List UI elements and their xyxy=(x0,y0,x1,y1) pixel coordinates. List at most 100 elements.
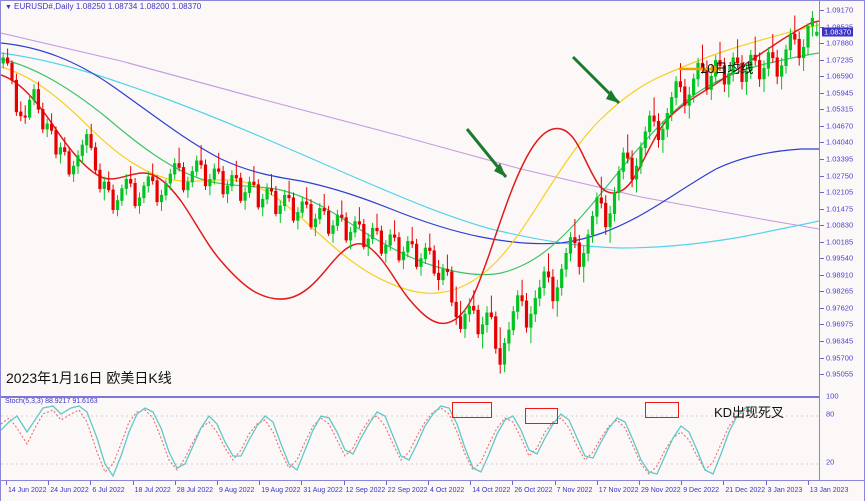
time-tick-label: 13 Jan 2023 xyxy=(809,487,849,494)
candle-body xyxy=(49,123,54,131)
ma10-annotation-label: 10日均线 xyxy=(700,61,754,76)
candle-body xyxy=(595,197,599,217)
highlight-box-1 xyxy=(452,402,492,418)
stochastic-indicator-pane[interactable] xyxy=(1,396,819,480)
candle-body xyxy=(573,237,577,244)
time-tick-label: 17 Nov 2022 xyxy=(598,487,639,494)
candle-body xyxy=(309,204,313,228)
price-tick-mark xyxy=(820,109,824,111)
price-tick-label: 0.95055 xyxy=(826,369,854,379)
candle-body xyxy=(45,123,49,130)
price-tick-label: 1.07235 xyxy=(826,55,854,65)
time-tick-label: 6 Jul 2022 xyxy=(92,487,125,494)
time-tick-mark xyxy=(554,481,556,485)
price-tick-label: 1.02750 xyxy=(826,171,854,180)
candle-body xyxy=(98,169,102,189)
candle-body xyxy=(590,216,595,236)
candle-body xyxy=(287,194,291,199)
candle-body xyxy=(507,329,511,344)
candle-body xyxy=(656,120,661,140)
price-tick-label: 1.02105 xyxy=(826,187,854,197)
time-tick-mark xyxy=(470,481,472,485)
candle-body xyxy=(296,212,300,221)
candle-body xyxy=(164,183,168,196)
candle-body xyxy=(168,173,172,184)
candle-body xyxy=(173,163,177,175)
price-tick-label: 1.01475 xyxy=(826,204,854,214)
price-chart-pane[interactable] xyxy=(1,1,819,394)
candle-body xyxy=(239,177,243,201)
price-tick-label: 0.98265 xyxy=(826,286,854,296)
candle-body xyxy=(67,151,71,175)
candle-body xyxy=(740,62,744,82)
ma-blue-line xyxy=(1,42,819,245)
candle-body xyxy=(498,348,502,365)
time-tick-mark xyxy=(90,481,92,485)
candle-body xyxy=(19,111,23,117)
kd-annotation-label: KD出现死叉 xyxy=(714,405,785,420)
candle-body xyxy=(555,287,559,302)
time-tick-mark xyxy=(723,481,725,485)
price-tick-label: 0.95700 xyxy=(826,353,854,363)
candle-body xyxy=(85,134,89,146)
time-tick-mark xyxy=(6,481,7,485)
candle-body xyxy=(432,250,436,274)
candle-body xyxy=(749,54,753,72)
time-axis[interactable] xyxy=(1,480,864,501)
candle-body xyxy=(511,311,515,331)
triangle-down-icon[interactable]: ▼ xyxy=(5,4,13,11)
candle-body xyxy=(208,179,212,187)
candle-body xyxy=(691,78,696,96)
ma-yellow-line xyxy=(1,24,819,294)
candle-body xyxy=(313,218,318,228)
candle-body xyxy=(480,324,485,335)
candle-body xyxy=(80,144,84,156)
candle-body xyxy=(617,171,621,193)
price-tick-mark xyxy=(820,274,824,276)
candle-body xyxy=(643,131,647,149)
candle-body xyxy=(322,208,326,212)
candle-body xyxy=(234,175,238,179)
candle-body xyxy=(419,258,423,267)
ma-violet-line xyxy=(1,32,819,230)
chart-caption: 2023年1月16日 欧美日K线 xyxy=(6,370,172,386)
time-tick-label: 3 Jan 2023 xyxy=(767,487,803,494)
candle-body xyxy=(124,179,128,189)
price-tick-label: 0.96345 xyxy=(826,336,854,346)
candle-body xyxy=(115,200,120,210)
symbol-header[interactable]: ▼ EURUSD#,Daily 1.08250 1.08734 1.08200 1… xyxy=(5,2,201,11)
price-chart-svg xyxy=(1,11,819,374)
symbol-header-text: EURUSD#,Daily 1.08250 1.08734 1.08200 1.… xyxy=(14,2,202,11)
price-tick-mark xyxy=(820,125,824,127)
candle-body xyxy=(111,189,115,210)
price-scale[interactable] xyxy=(819,1,864,480)
time-tick-label: 31 Aug 2022 xyxy=(303,487,343,494)
price-tick-label: 0.97620 xyxy=(826,303,854,313)
candle-body xyxy=(353,221,357,233)
time-tick-label: 4 Oct 2022 xyxy=(430,487,465,494)
candle-body xyxy=(797,38,801,59)
candle-body xyxy=(137,197,142,207)
candle-body xyxy=(436,272,441,281)
time-tick-label: 19 Aug 2022 xyxy=(261,487,301,494)
candle-body xyxy=(93,147,98,171)
indicator-level-label: 100 xyxy=(826,391,839,401)
candle-body xyxy=(282,194,287,207)
price-tick-mark xyxy=(820,357,824,359)
candle-body xyxy=(10,62,14,81)
candle-body xyxy=(520,295,524,302)
candle-body xyxy=(612,192,617,214)
candle-body xyxy=(335,214,340,226)
time-tick-mark xyxy=(132,481,134,485)
time-tick-label: 9 Aug 2022 xyxy=(219,487,255,494)
candle-body xyxy=(269,188,274,192)
price-tick-mark xyxy=(820,374,824,376)
candle-body xyxy=(718,60,722,67)
candle-body xyxy=(639,147,643,167)
candle-body xyxy=(151,176,155,181)
candle-body xyxy=(177,163,181,168)
time-tick-mark xyxy=(596,481,598,485)
candle-body xyxy=(630,157,634,180)
candle-body xyxy=(252,181,256,185)
price-tick-mark xyxy=(820,43,824,45)
